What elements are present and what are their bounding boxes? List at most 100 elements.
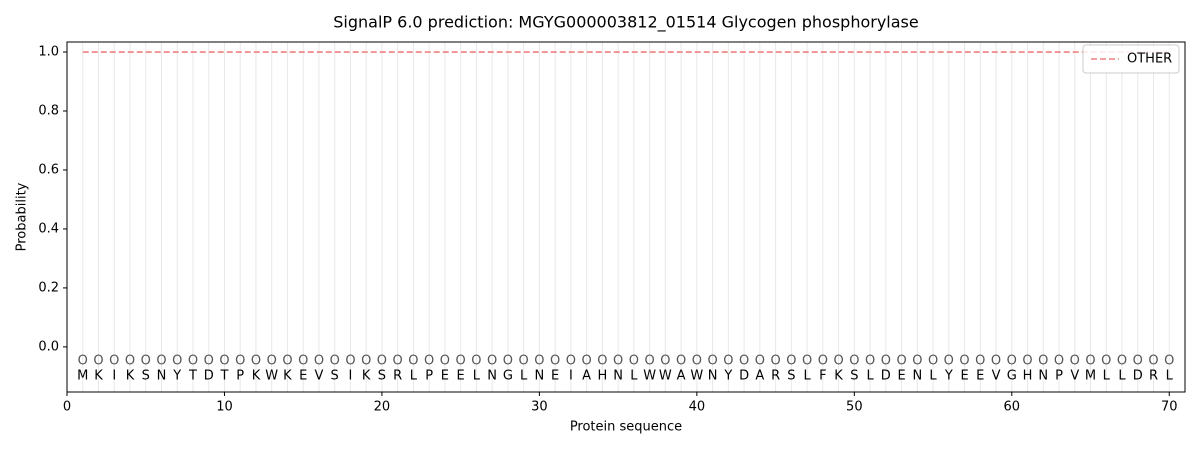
region-label: O bbox=[377, 353, 387, 368]
region-label: O bbox=[503, 353, 513, 368]
region-label: O bbox=[1054, 353, 1064, 368]
residue: S bbox=[850, 368, 858, 383]
region-label: O bbox=[1022, 353, 1032, 368]
x-tick-label: 60 bbox=[1004, 400, 1021, 415]
region-label: O bbox=[204, 353, 214, 368]
region-label: O bbox=[597, 353, 607, 368]
region-label: O bbox=[424, 353, 434, 368]
residue: V bbox=[1070, 368, 1079, 383]
residue: T bbox=[188, 368, 197, 383]
residue: D bbox=[881, 368, 891, 383]
region-label: O bbox=[393, 353, 403, 368]
residue: H bbox=[1023, 368, 1033, 383]
residue: Y bbox=[723, 368, 732, 383]
chart-title: SignalP 6.0 prediction: MGYG000003812_01… bbox=[333, 13, 918, 33]
region-label: O bbox=[613, 353, 623, 368]
region-label: O bbox=[251, 353, 261, 368]
residue: W bbox=[643, 368, 656, 383]
region-label: O bbox=[345, 353, 355, 368]
residue: L bbox=[803, 368, 811, 383]
residue: F bbox=[819, 368, 826, 383]
residue: G bbox=[1007, 368, 1017, 383]
residue: V bbox=[992, 368, 1001, 383]
region-label: O bbox=[849, 353, 859, 368]
region-label: O bbox=[991, 353, 1001, 368]
region-label: O bbox=[707, 353, 717, 368]
residue: L bbox=[866, 368, 874, 383]
region-label: O bbox=[896, 353, 906, 368]
region-label: O bbox=[975, 353, 985, 368]
region-label: O bbox=[912, 353, 922, 368]
x-axis-label: Protein sequence bbox=[570, 420, 682, 435]
region-label: O bbox=[440, 353, 450, 368]
region-label: O bbox=[723, 353, 733, 368]
region-label: O bbox=[471, 353, 481, 368]
region-label: O bbox=[314, 353, 324, 368]
residue: L bbox=[520, 368, 528, 383]
region-label: O bbox=[660, 353, 670, 368]
y-tick-label: 0.4 bbox=[38, 221, 59, 236]
residue: P bbox=[236, 368, 244, 383]
residue: M bbox=[77, 368, 88, 383]
region-label: O bbox=[519, 353, 529, 368]
region-label: O bbox=[93, 353, 103, 368]
region-label: O bbox=[1164, 353, 1174, 368]
region-label: O bbox=[125, 353, 135, 368]
x-tick-label: 50 bbox=[846, 400, 863, 415]
residue: N bbox=[1038, 368, 1048, 383]
residue: N bbox=[535, 368, 545, 383]
residue: R bbox=[771, 368, 780, 383]
region-label: O bbox=[235, 353, 245, 368]
residue: L bbox=[1103, 368, 1111, 383]
residue: D bbox=[1133, 368, 1143, 383]
region-label: O bbox=[582, 353, 592, 368]
region-label: O bbox=[361, 353, 371, 368]
y-tick-label: 0.0 bbox=[38, 339, 59, 354]
residue: L bbox=[1166, 368, 1174, 383]
y-tick-label: 1.0 bbox=[38, 45, 59, 60]
residue: S bbox=[378, 368, 386, 383]
residue: N bbox=[157, 368, 167, 383]
region-label: O bbox=[645, 353, 655, 368]
residue: E bbox=[960, 368, 968, 383]
region-label: O bbox=[755, 353, 765, 368]
residue: I bbox=[349, 368, 353, 383]
region-label: O bbox=[959, 353, 969, 368]
residue: S bbox=[331, 368, 339, 383]
residue: K bbox=[283, 368, 292, 383]
region-label: O bbox=[550, 353, 560, 368]
residue: N bbox=[613, 368, 623, 383]
region-label: O bbox=[881, 353, 891, 368]
region-label: O bbox=[1070, 353, 1080, 368]
residue: E bbox=[299, 368, 307, 383]
residue: E bbox=[897, 368, 905, 383]
region-label: O bbox=[1148, 353, 1158, 368]
legend-box bbox=[1082, 44, 1180, 74]
region-label: O bbox=[1038, 353, 1048, 368]
y-tick-label: 0.8 bbox=[38, 103, 59, 118]
region-label: O bbox=[267, 353, 277, 368]
region-label: O bbox=[566, 353, 576, 368]
residue: E bbox=[551, 368, 559, 383]
x-tick-label: 70 bbox=[1161, 400, 1178, 415]
y-axis-label: Probability bbox=[15, 182, 30, 251]
residue: D bbox=[739, 368, 749, 383]
y-tick-label: 0.6 bbox=[38, 162, 59, 177]
residue: S bbox=[142, 368, 150, 383]
region-label: O bbox=[534, 353, 544, 368]
region-label: O bbox=[330, 353, 340, 368]
residue: L bbox=[1118, 368, 1126, 383]
region-label: O bbox=[770, 353, 780, 368]
region-label: O bbox=[1117, 353, 1127, 368]
residue: K bbox=[252, 368, 261, 383]
residue: V bbox=[314, 368, 323, 383]
residue: P bbox=[425, 368, 433, 383]
region-label: O bbox=[1007, 353, 1017, 368]
y-tick-label: 0.2 bbox=[38, 280, 59, 295]
residue: K bbox=[126, 368, 135, 383]
residue: N bbox=[708, 368, 718, 383]
residue: I bbox=[569, 368, 573, 383]
residue: R bbox=[393, 368, 402, 383]
